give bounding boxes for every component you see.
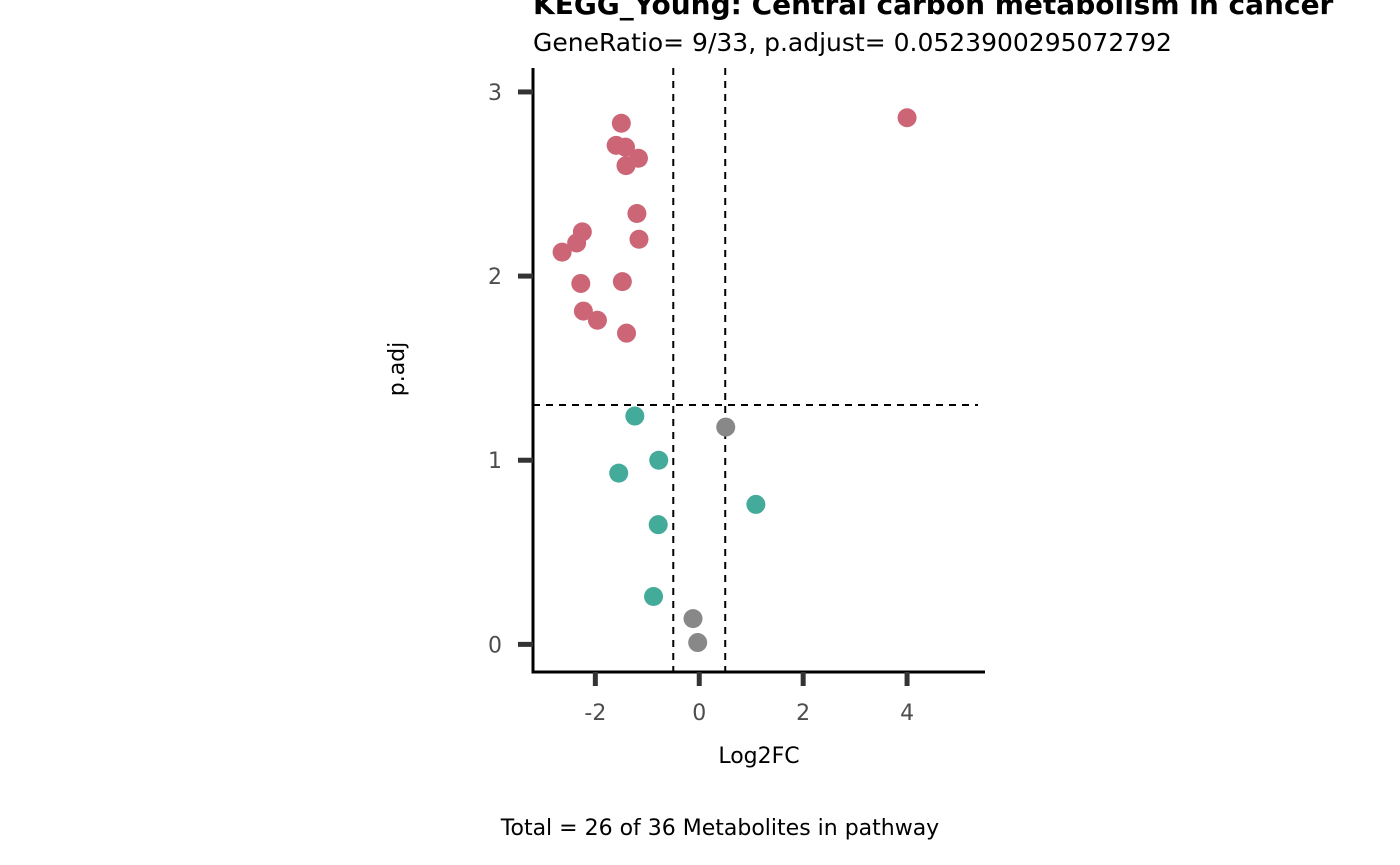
y-tick-label-2: 1	[488, 449, 502, 474]
point-17	[625, 406, 645, 426]
point-10	[567, 233, 587, 253]
x-tick-label-3: 2	[796, 701, 810, 726]
y-tick-label-1: 0	[488, 633, 502, 658]
point-13	[571, 273, 591, 293]
chart-subtitle: GeneRatio= 9/33, p.adjust= 0.05239002950…	[533, 28, 1172, 57]
x-axis-ticks: -2 0 2 4	[584, 672, 914, 726]
point-6	[616, 156, 636, 176]
y-tick-label-3: 2	[488, 265, 502, 290]
point-7	[627, 203, 647, 223]
x-axis-label: Log2FC	[718, 744, 799, 769]
point-12	[612, 272, 632, 292]
point-22	[648, 515, 668, 535]
point-2	[611, 113, 631, 133]
point-14	[573, 301, 593, 321]
x-tick-label-2: 0	[692, 701, 706, 726]
point-21	[746, 494, 766, 514]
chart-caption: Total = 26 of 36 Metabolites in pathway	[500, 816, 939, 841]
point-20	[609, 463, 629, 483]
chart-title: KEGG_Young: Central carbon metabolism in…	[533, 0, 1334, 21]
point-25	[688, 633, 708, 653]
point-1	[897, 108, 917, 128]
data-points	[552, 108, 917, 653]
x-tick-label-1: -2	[584, 701, 606, 726]
x-tick-label-4: 4	[900, 701, 914, 726]
point-15	[587, 310, 607, 330]
y-tick-label-4: 3	[488, 81, 502, 106]
point-24	[683, 609, 703, 629]
point-16	[617, 323, 637, 343]
point-9	[629, 229, 649, 249]
point-18	[716, 417, 736, 437]
y-axis-label: p.adj	[385, 342, 410, 397]
point-23	[644, 587, 664, 606]
point-11	[552, 242, 572, 262]
reference-lines	[533, 68, 978, 672]
point-4	[615, 137, 635, 157]
y-axis-ticks: 0 1 2 3	[488, 81, 533, 658]
point-19	[649, 450, 669, 470]
